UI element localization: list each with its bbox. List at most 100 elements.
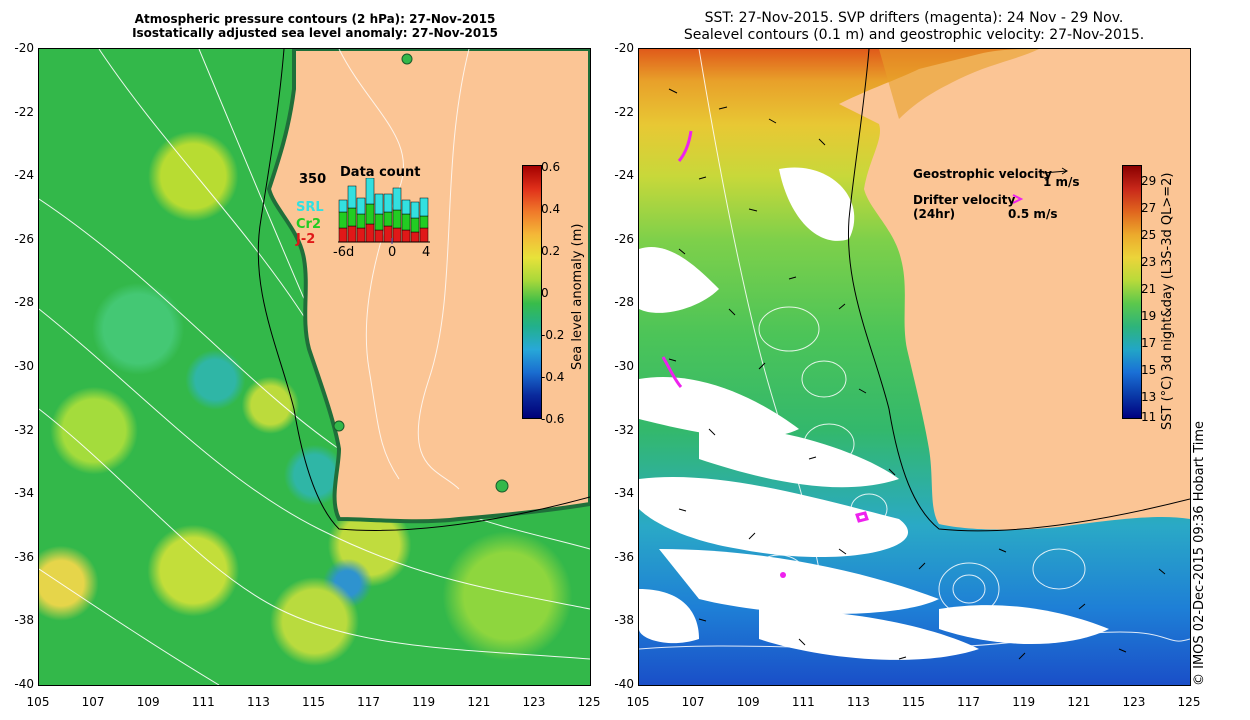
inset-max-label: 350	[299, 172, 327, 187]
right-title-line1: SST: 27-Nov-2015. SVP drifters (magenta)…	[704, 10, 1124, 26]
right-x-tick-label: 111	[791, 695, 815, 709]
inset-bar-segment	[365, 178, 375, 205]
left-y-tick-label: -32	[14, 422, 34, 437]
left-x-tick-label: 123	[522, 695, 546, 709]
inset-bar-segment	[356, 227, 366, 243]
left-y-tick-label: -30	[14, 359, 34, 373]
left-x-tick-label: 115	[302, 695, 325, 709]
right-x-tick-label: 117	[957, 695, 981, 709]
right-cbar-tick: 13	[1141, 390, 1157, 404]
left-cbar-tick: -0.6	[541, 412, 565, 426]
right-cbar-tick: 21	[1141, 282, 1157, 296]
right-cbar-tick: 19	[1141, 309, 1157, 323]
left-x-tick-label: 125	[577, 695, 601, 709]
right-y-tick-label: -38	[614, 613, 634, 628]
left-cbar-tick: 0	[541, 286, 549, 300]
inset-bar-segment	[365, 223, 375, 243]
inset-bar-segment	[374, 213, 384, 231]
right-x-tick-label: 125	[1177, 695, 1201, 709]
inset-data-count-chart	[338, 178, 430, 244]
right-y-tick-label: -32	[614, 422, 634, 437]
left-map-title: Atmospheric pressure contours (2 hPa): 2…	[40, 12, 590, 40]
left-y-tick-label: -26	[14, 231, 34, 246]
left-x-tick-label: 121	[467, 695, 491, 709]
right-colorbar-label: SST (°C) 3d night&day (L3S-3d QL>=2)	[1160, 172, 1175, 431]
right-cbar-tick: 29	[1141, 174, 1157, 188]
inset-bar-segment	[392, 209, 402, 229]
right-x-tick-label: 119	[1012, 695, 1036, 709]
right-cbar-tick: 27	[1141, 201, 1157, 215]
right-y-tick-label: -40	[614, 677, 634, 691]
right-x-tick-label: 105	[626, 695, 650, 709]
inset-xtick-end: 4	[422, 245, 431, 260]
right-x-tick-label: 123	[1122, 695, 1146, 709]
inset-bar-segment	[401, 213, 411, 231]
geostrophic-velocity-scale: 1 m/s	[1043, 175, 1080, 189]
left-cbar-tick: 0.4	[541, 202, 561, 216]
left-x-tick-label: 105	[26, 695, 50, 709]
left-cbar-tick: 0.2	[541, 244, 561, 258]
sea-level-anomaly-map	[38, 48, 591, 686]
right-x-tick-label: 107	[681, 695, 705, 709]
right-map-overlay	[639, 49, 1190, 660]
inset-bar-segment	[419, 197, 429, 217]
sst-map	[638, 48, 1191, 686]
inset-bar-segment	[365, 203, 375, 225]
right-cbar-tick: 11	[1141, 410, 1157, 424]
left-cbar-tick: -0.2	[541, 328, 565, 342]
inset-bar-segment	[338, 211, 348, 229]
inset-legend-srl: SRL	[296, 200, 324, 215]
left-title-line1: Atmospheric pressure contours (2 hPa): 2…	[134, 12, 496, 26]
inset-bar-segment	[392, 227, 402, 243]
inset-bar-segment	[410, 231, 420, 243]
left-x-tick-label: 119	[412, 695, 436, 709]
right-y-tick-label: -28	[614, 295, 634, 310]
left-x-tick-label: 109	[136, 695, 160, 709]
inset-bar-segment	[374, 193, 384, 215]
left-x-tick-label: 113	[246, 695, 270, 709]
right-cbar-tick: 23	[1141, 255, 1157, 269]
inset-bar-segment	[392, 187, 402, 211]
inset-bar-segment	[401, 199, 411, 215]
inset-bar-segment	[347, 185, 357, 209]
inset-bar-segment	[410, 201, 420, 219]
inset-bar-segment	[401, 229, 411, 243]
right-y-tick-label: -20	[614, 41, 634, 55]
inset-bar-segment	[347, 225, 357, 243]
left-x-tick-label: 107	[81, 695, 105, 709]
drifter-velocity-scale: 0.5 m/s	[1008, 207, 1058, 221]
left-map-overlay	[39, 49, 590, 685]
inset-bar-segment	[383, 193, 393, 213]
left-title-line2: Isostatically adjusted sea level anomaly…	[132, 26, 498, 40]
right-cbar-tick: 15	[1141, 363, 1157, 377]
inset-title: Data count	[340, 165, 421, 180]
right-x-tick-label: 109	[736, 695, 760, 709]
inset-legend-cr2: Cr2	[296, 217, 321, 232]
geostrophic-velocity-label: Geostrophic velocity	[913, 167, 1052, 181]
left-y-tick-label: -24	[14, 168, 34, 183]
inset-xtick-start: -6d	[333, 245, 355, 260]
left-cbar-tick: 0.6	[541, 160, 561, 174]
right-cbar-tick: 17	[1141, 336, 1157, 350]
right-y-tick-label: -24	[614, 168, 634, 183]
right-y-tick-label: -30	[614, 359, 634, 373]
left-y-tick-label: -38	[14, 613, 34, 628]
right-y-tick-label: -36	[614, 549, 634, 564]
right-map-title: SST: 27-Nov-2015. SVP drifters (magenta)…	[638, 10, 1190, 44]
inset-bar-segment	[347, 207, 357, 227]
left-y-tick-label: -40	[14, 677, 34, 691]
right-title-line2: Sealevel contours (0.1 m) and geostrophi…	[683, 27, 1145, 43]
right-y-tick-label: -26	[614, 231, 634, 246]
right-x-tick-label: 113	[846, 695, 870, 709]
left-y-tick-label: -22	[14, 104, 34, 119]
right-cbar-tick: 25	[1141, 228, 1157, 242]
right-x-tick-label: 121	[1067, 695, 1091, 709]
inset-bar-segment	[419, 227, 429, 243]
left-colorbar-label: Sea level anomaly (m)	[570, 223, 585, 370]
drifter-velocity-sub: (24hr)	[913, 207, 956, 221]
inset-bar-segment	[410, 217, 420, 233]
right-y-tick-label: -22	[614, 104, 634, 119]
right-y-tick-label: -34	[614, 486, 634, 501]
inset-bar-segment	[356, 213, 366, 229]
inset-legend-j2: J-2	[296, 232, 316, 247]
